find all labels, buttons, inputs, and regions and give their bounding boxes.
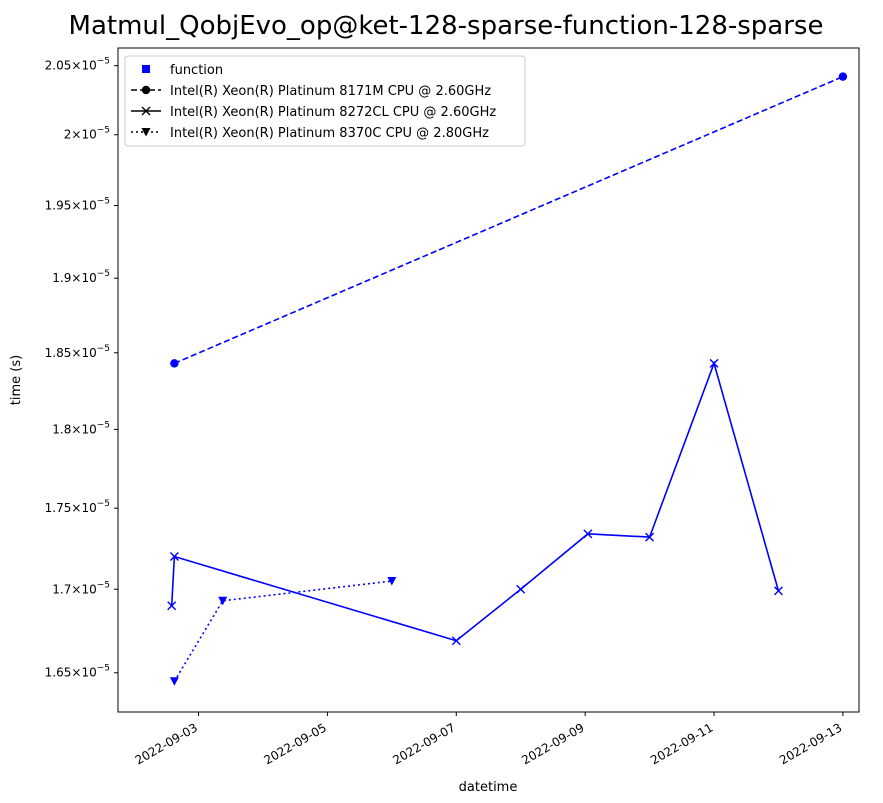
legend-item: Intel(R) Xeon(R) Platinum 8370C CPU @ 2.… bbox=[131, 126, 489, 141]
chart-title: Matmul_QobjEvo_op@ket-128-sparse-functio… bbox=[69, 11, 824, 41]
series-line bbox=[174, 75, 844, 365]
legend-label: Intel(R) Xeon(R) Platinum 8171M CPU @ 2.… bbox=[170, 84, 491, 99]
y-axis: 1.65×10−5 1.7×10−5 1.75×10−5 1.8×10−5 1.85×1… bbox=[45, 57, 118, 680]
plot-area bbox=[167, 72, 848, 686]
legend-item: function bbox=[142, 63, 223, 78]
legend-label: function bbox=[170, 63, 223, 78]
series-line bbox=[173, 580, 392, 682]
legend-marker bbox=[142, 65, 150, 73]
x-tick-label: 2022-09-07 bbox=[390, 720, 457, 767]
y-tick-label: 1.8×10−5 bbox=[52, 420, 110, 436]
data-point bbox=[451, 636, 461, 646]
data-point bbox=[169, 677, 179, 686]
legend-marker bbox=[141, 106, 151, 116]
data-point bbox=[709, 358, 719, 368]
y-tick-label: 2.05×10−5 bbox=[45, 57, 110, 73]
x-tick-label: 2022-09-05 bbox=[262, 720, 329, 767]
data-point bbox=[218, 596, 228, 606]
series-2 bbox=[167, 358, 783, 646]
series-3 bbox=[169, 577, 397, 686]
series-1 bbox=[170, 72, 848, 368]
legend: function Intel(R) Xeon(R) Platinum 8171M … bbox=[124, 55, 526, 147]
data-point bbox=[169, 552, 179, 562]
legend-marker bbox=[141, 128, 151, 137]
data-point bbox=[645, 532, 655, 542]
x-axis: 2022-09-03 2022-09-05 2022-09-07 2022-09-09… bbox=[133, 712, 844, 767]
data-point bbox=[170, 359, 179, 368]
legend-label: Intel(R) Xeon(R) Platinum 8272CL CPU @ 2… bbox=[170, 105, 496, 120]
y-tick-label: 2×10−5 bbox=[64, 126, 110, 142]
y-tick-label: 1.65×10−5 bbox=[45, 664, 110, 680]
y-axis-label: time (s) bbox=[9, 355, 24, 405]
data-point bbox=[773, 586, 783, 596]
legend-label: Intel(R) Xeon(R) Platinum 8370C CPU @ 2.… bbox=[170, 126, 489, 141]
data-point bbox=[583, 529, 593, 539]
data-point bbox=[838, 72, 848, 81]
legend-item: Intel(R) Xeon(R) Platinum 8171M CPU @ 2.… bbox=[131, 84, 491, 99]
series-line bbox=[170, 360, 780, 642]
data-point bbox=[516, 584, 526, 594]
y-tick-label: 1.85×10−5 bbox=[45, 344, 110, 360]
legend-frame bbox=[124, 55, 526, 147]
x-tick-label: 2022-09-11 bbox=[648, 720, 715, 767]
legend-marker bbox=[141, 85, 151, 95]
y-tick-label: 1.95×10−5 bbox=[45, 197, 110, 213]
x-axis-label: datetime bbox=[459, 780, 518, 795]
x-tick-label: 2022-09-13 bbox=[777, 720, 844, 767]
legend-item: Intel(R) Xeon(R) Platinum 8272CL CPU @ 2… bbox=[131, 105, 496, 120]
y-tick-label: 1.7×10−5 bbox=[52, 580, 110, 596]
y-tick-label: 1.75×10−5 bbox=[45, 499, 110, 515]
data-point bbox=[387, 577, 397, 586]
plot-frame bbox=[117, 47, 860, 713]
x-tick-label: 2022-09-09 bbox=[519, 720, 586, 767]
x-tick-label: 2022-09-03 bbox=[133, 720, 200, 767]
data-point bbox=[167, 601, 177, 611]
y-tick-label: 1.9×10−5 bbox=[52, 269, 110, 285]
